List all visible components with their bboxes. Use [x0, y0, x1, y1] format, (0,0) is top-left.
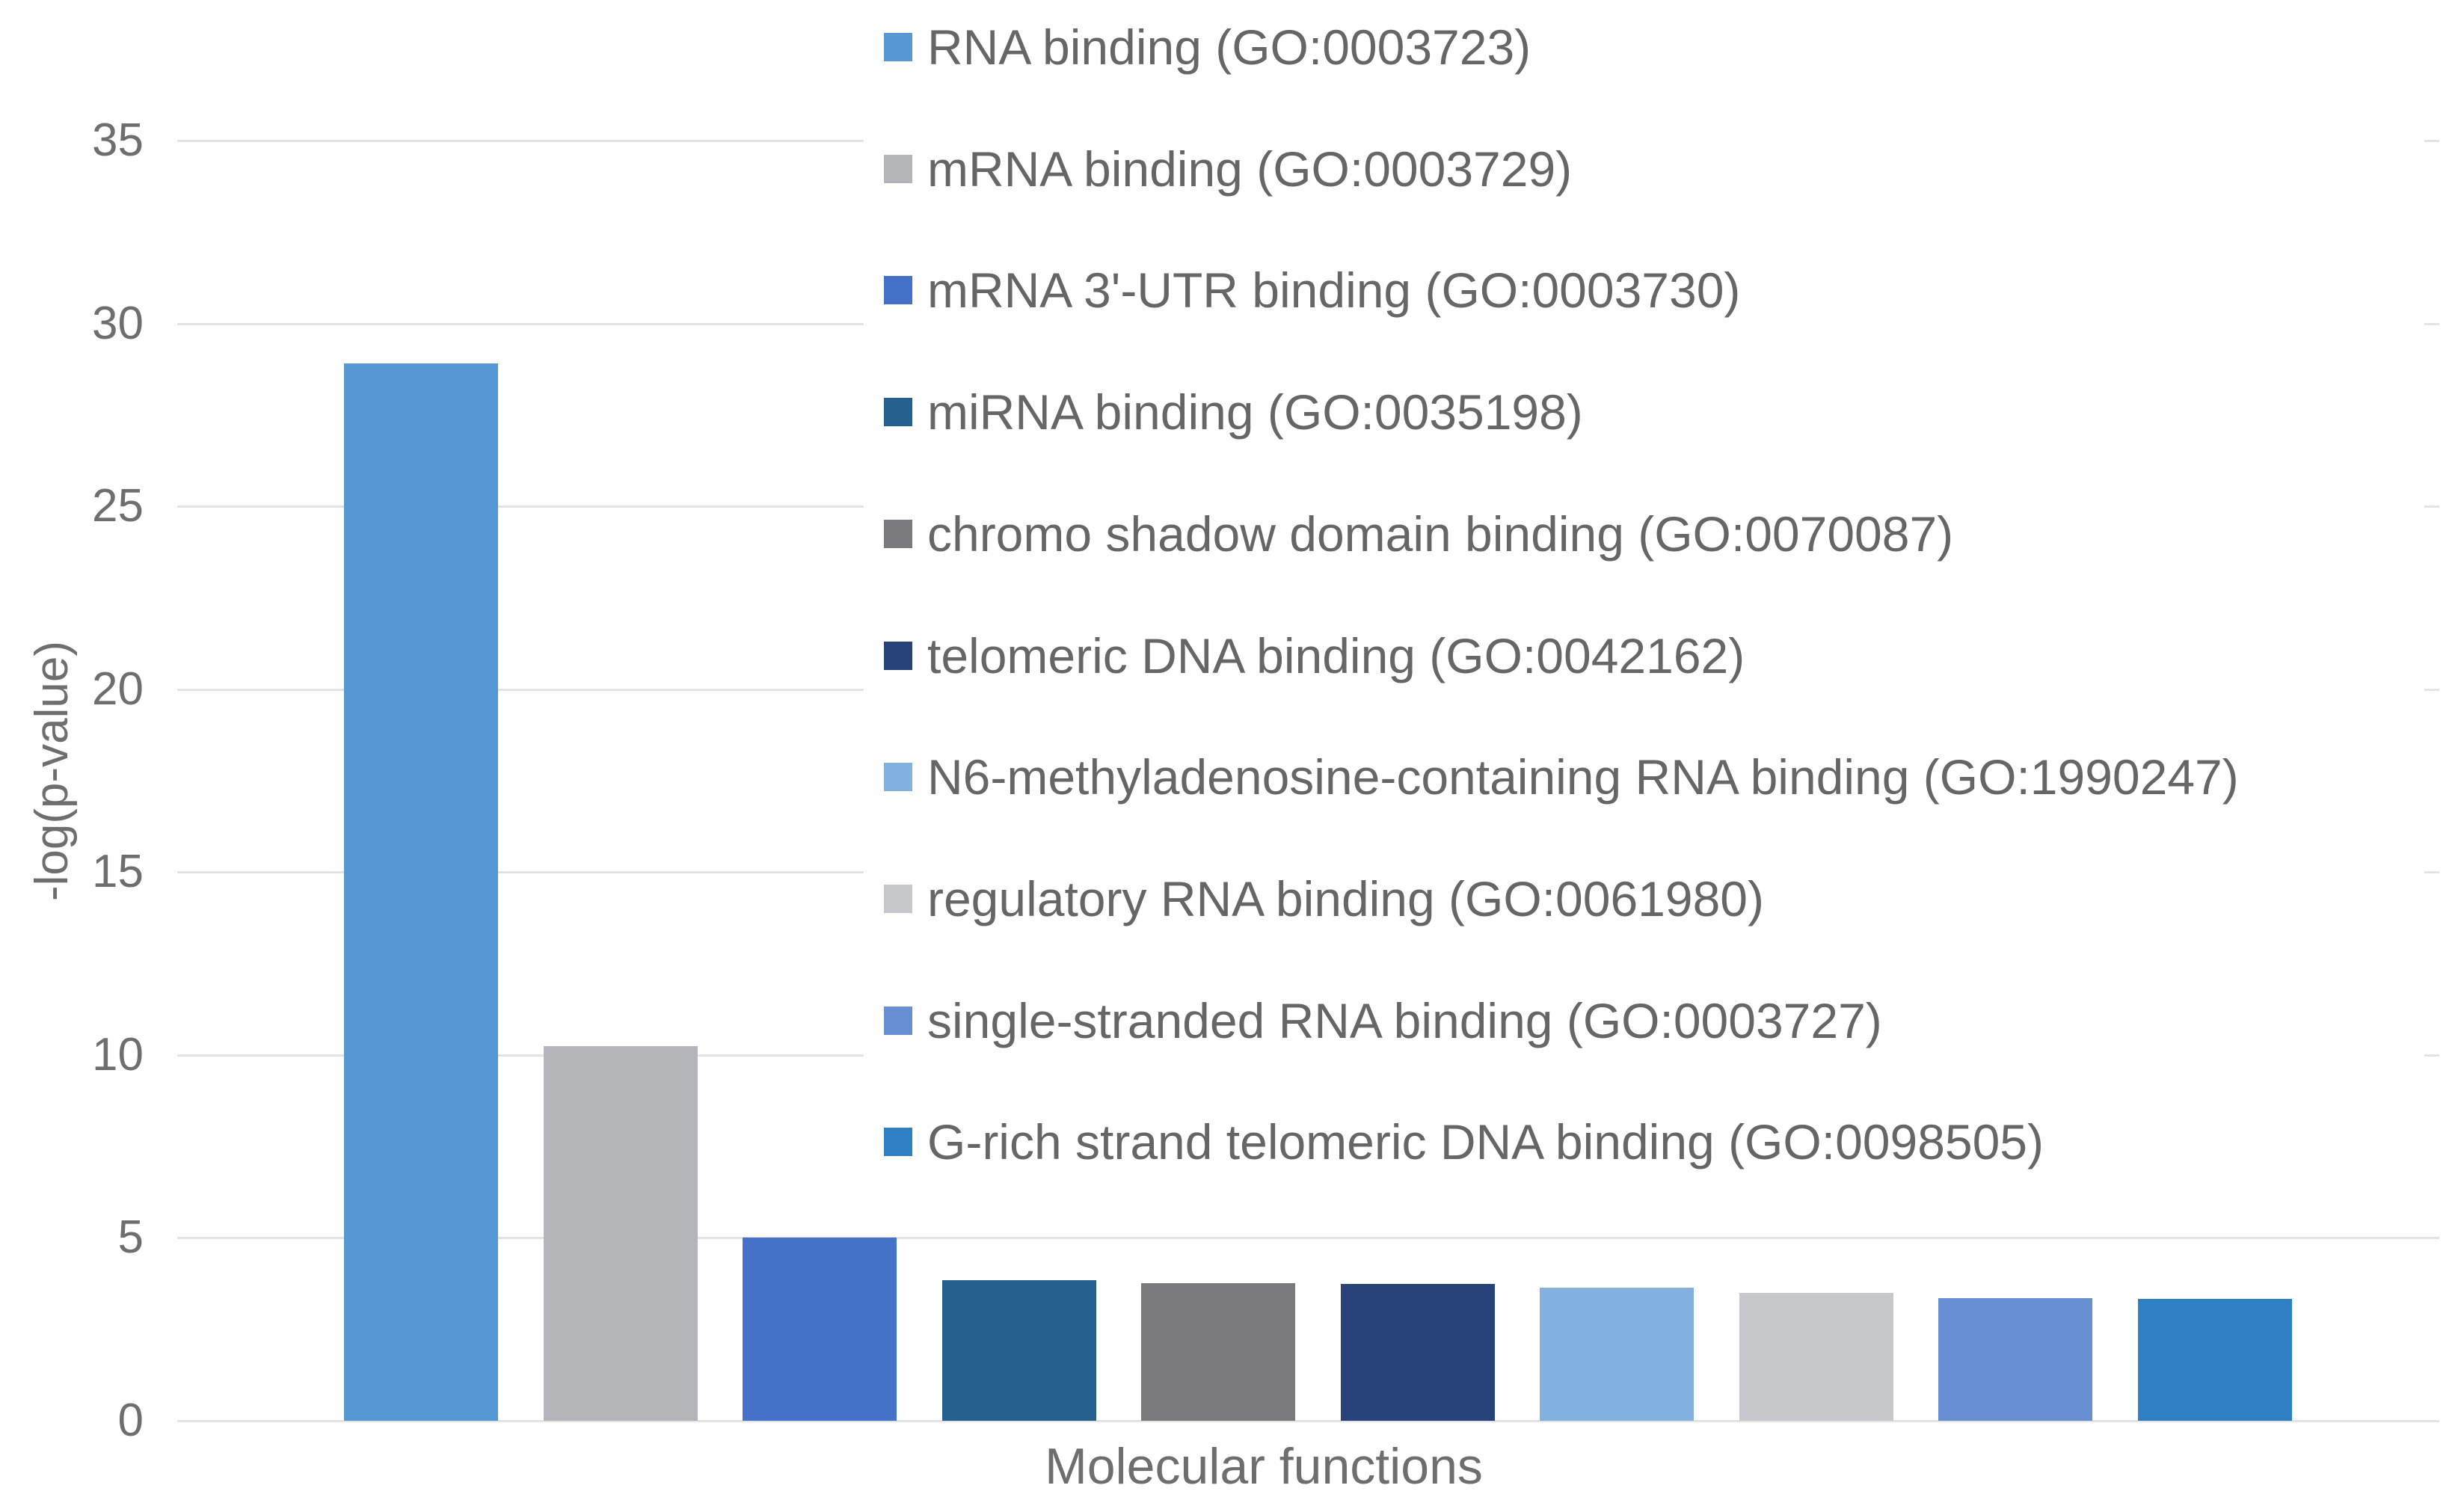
gridline	[177, 1237, 2439, 1240]
legend-item: single-stranded RNA binding (GO:0003727)	[884, 991, 1882, 1051]
y-axis-tick-label: 15	[92, 846, 144, 898]
legend-item: G-rich strand telomeric DNA binding (GO:…	[884, 1112, 2044, 1172]
legend-item-label: mRNA 3'-UTR binding (GO:0003730)	[927, 262, 1741, 318]
legend-item-label: miRNA binding (GO:0035198)	[927, 384, 1583, 440]
legend-item-label: mRNA binding (GO:0003729)	[927, 141, 1573, 197]
y-axis-tick-label: 25	[92, 480, 144, 532]
bar-9	[1938, 1298, 2092, 1421]
y-axis-title: -log(p-value)	[26, 640, 78, 902]
bar-4	[942, 1280, 1096, 1421]
y-axis-tick-label: 30	[92, 297, 144, 349]
bar-6	[1341, 1284, 1495, 1421]
x-axis-title: Molecular functions	[1045, 1438, 1483, 1495]
bar-1	[344, 363, 498, 1421]
legend-item-label: regulatory RNA binding (GO:0061980)	[927, 871, 1764, 926]
gridline	[177, 1420, 2439, 1422]
bar-3	[743, 1238, 897, 1421]
legend-color-swatch	[884, 1128, 912, 1156]
legend-item-label: RNA binding (GO:0003723)	[927, 19, 1531, 75]
legend-color-swatch	[884, 885, 912, 913]
legend-color-swatch	[884, 276, 912, 304]
legend-item: RNA binding (GO:0003723)	[884, 17, 1531, 77]
bar-7	[1540, 1288, 1694, 1421]
bar-8	[1739, 1293, 1893, 1421]
y-axis-tick-label: 5	[117, 1211, 144, 1264]
legend-item: regulatory RNA binding (GO:0061980)	[884, 869, 1764, 929]
legend-item: telomeric DNA binding (GO:0042162)	[884, 626, 1745, 686]
legend-item: chromo shadow domain binding (GO:0070087…	[884, 504, 1953, 564]
legend-color-swatch	[884, 520, 912, 548]
y-axis-tick-label: 35	[92, 114, 144, 166]
bar-2	[544, 1046, 698, 1421]
legend: RNA binding (GO:0003723) mRNA binding (GO…	[864, 0, 2424, 1171]
legend-color-swatch	[884, 155, 912, 183]
legend-item-label: single-stranded RNA binding (GO:0003727)	[927, 993, 1882, 1048]
legend-item: mRNA 3'-UTR binding (GO:0003730)	[884, 260, 1740, 320]
legend-color-swatch	[884, 763, 912, 791]
bar-5	[1141, 1283, 1295, 1421]
legend-item-label: N6-methyladenosine-containing RNA bindin…	[927, 749, 2239, 805]
legend-item-label: chromo shadow domain binding (GO:0070087…	[927, 506, 1954, 562]
y-axis-tick-label: 20	[92, 663, 144, 715]
legend-item-label: telomeric DNA binding (GO:0042162)	[927, 628, 1745, 683]
legend-color-swatch	[884, 398, 912, 426]
legend-color-swatch	[884, 33, 912, 61]
legend-color-swatch	[884, 1007, 912, 1035]
legend-item: mRNA binding (GO:0003729)	[884, 139, 1572, 199]
y-axis-tick-label: 10	[92, 1028, 144, 1081]
legend-color-swatch	[884, 642, 912, 670]
legend-item: miRNA binding (GO:0035198)	[884, 382, 1583, 442]
legend-item: N6-methyladenosine-containing RNA bindin…	[884, 747, 2239, 807]
bar-10	[2138, 1299, 2292, 1421]
legend-item-label: G-rich strand telomeric DNA binding (GO:…	[927, 1114, 2044, 1170]
y-axis-tick-label: 0	[117, 1395, 144, 1446]
